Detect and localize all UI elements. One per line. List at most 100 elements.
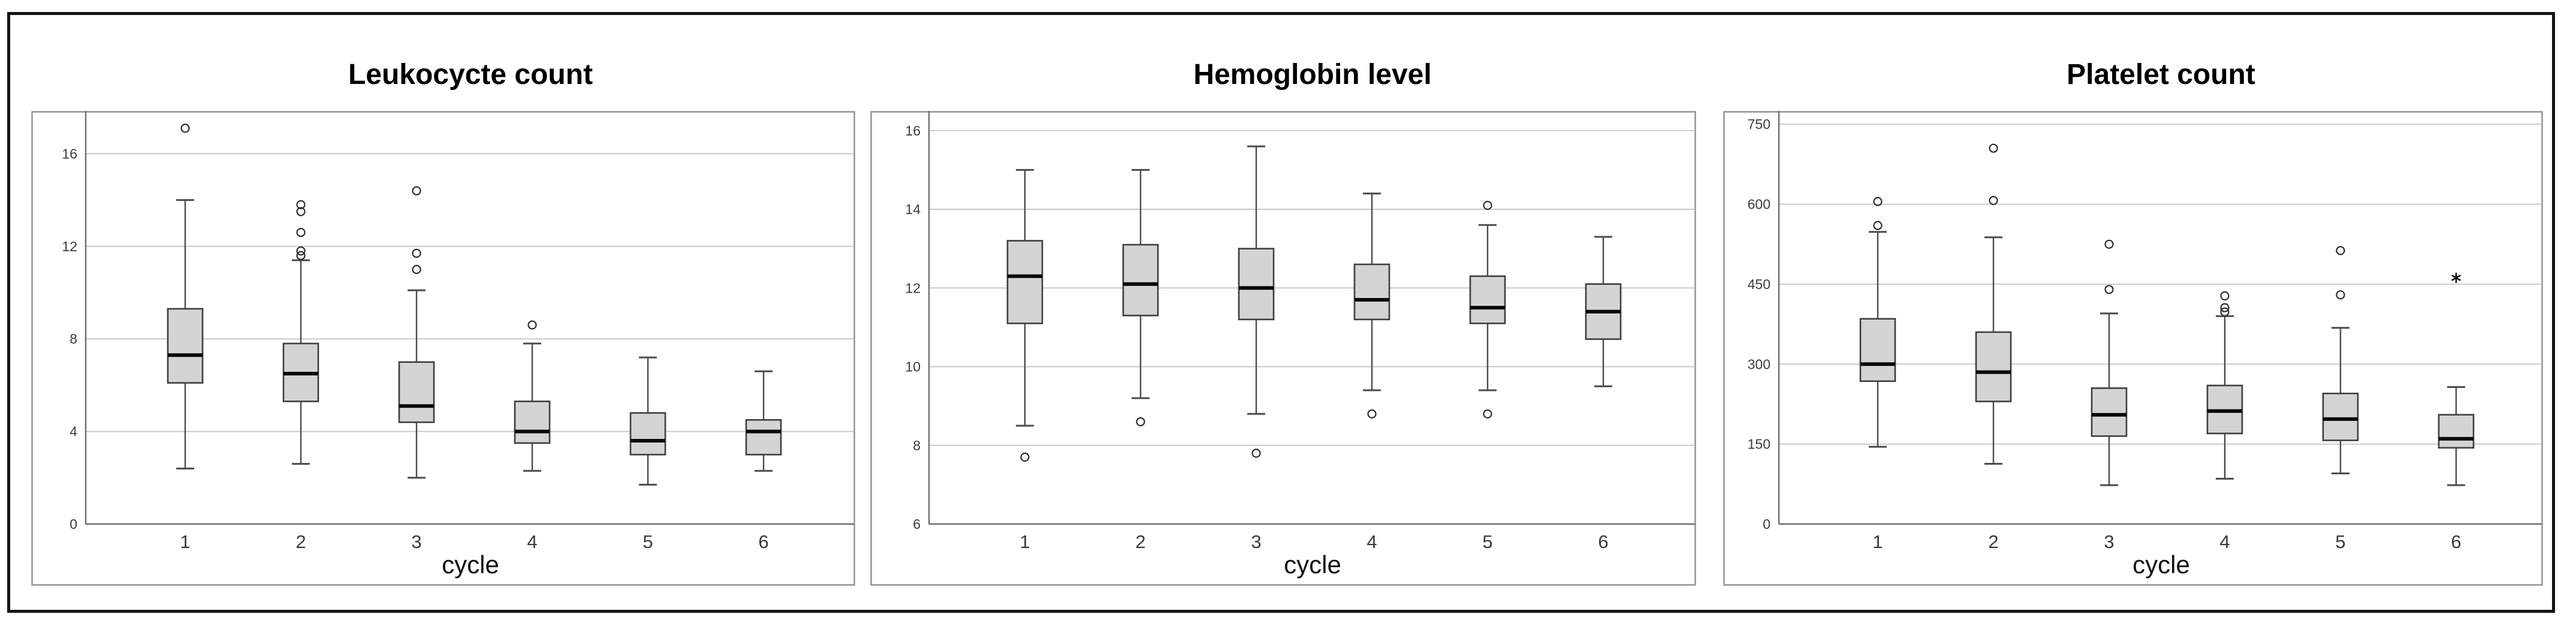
iqr-box: [167, 308, 204, 384]
y-tick-label: 16: [62, 146, 77, 161]
outlier-circle-icon: [296, 207, 306, 216]
chart-title-leukocyte: Leukocycte count: [348, 59, 593, 91]
iqr-box: [2438, 414, 2475, 449]
boxplot-cycle-3: [1238, 145, 1275, 458]
iqr-box: [745, 419, 782, 456]
x-tick-label: 4: [2219, 531, 2230, 552]
iqr-box: [2322, 392, 2359, 441]
x-tick-label: 3: [1251, 531, 1261, 552]
y-tick-label: 12: [62, 239, 77, 254]
iqr-box: [1859, 318, 1896, 383]
outlier-circle-icon: [412, 248, 421, 258]
iqr-box: [629, 412, 666, 456]
y-tick-label: 750: [1748, 116, 1770, 132]
x-tick-label: 5: [1482, 531, 1492, 552]
boxplot-cycle-1: [1006, 168, 1043, 462]
y-tick-label: 300: [1748, 356, 1770, 372]
outlier-circle-icon: [412, 186, 421, 195]
outlier-circle-icon: [1873, 221, 1883, 230]
y-tick-label: 8: [913, 438, 921, 453]
outlier-circle-icon: [1136, 417, 1145, 427]
outlier-circle-icon: [1483, 409, 1492, 419]
boxplot-cycle-2: [1975, 143, 2012, 465]
panel-frame: [31, 111, 855, 586]
y-tick-label: 8: [70, 331, 77, 347]
iqr-box: [514, 401, 551, 444]
iqr-box: [1122, 243, 1159, 317]
boxplot-cycle-2: [1122, 168, 1159, 427]
outlier-circle-icon: [296, 251, 306, 260]
x-tick-label: 4: [527, 531, 537, 552]
iqr-box: [2091, 387, 2128, 437]
y-tick-label: 16: [905, 123, 921, 139]
boxplot-cycle-4: [2206, 291, 2243, 480]
x-tick-label: 5: [2335, 531, 2345, 552]
outlier-circle-icon: [1989, 143, 1998, 153]
outlier-circle-icon: [296, 200, 306, 209]
boxplot-cycle-6: [745, 370, 782, 472]
boxplot-cycle-6: [1585, 236, 1622, 387]
y-tick-label: 4: [70, 424, 77, 440]
y-tick-label: 450: [1748, 276, 1770, 292]
outlier-circle-icon: [412, 264, 421, 274]
outlier-circle-icon: [527, 320, 537, 330]
outlier-circle-icon: [1251, 449, 1261, 458]
iqr-box: [1006, 240, 1043, 324]
y-tick-label: 14: [905, 201, 921, 217]
iqr-box: [1975, 331, 2012, 402]
outlier-circle-icon: [1873, 197, 1883, 206]
x-tick-label: 6: [758, 531, 768, 552]
boxplot-cycle-6: [2438, 272, 2475, 486]
outlier-circle-icon: [2220, 303, 2230, 312]
outlier-circle-icon: [1483, 200, 1492, 210]
x-tick-label: 6: [1598, 531, 1608, 552]
y-tick-label: 150: [1748, 437, 1770, 452]
y-tick-label: 0: [70, 516, 77, 532]
boxplot-cycle-5: [1469, 200, 1506, 419]
y-tick-label: 10: [905, 359, 921, 375]
y-tick-label: 6: [913, 516, 921, 532]
y-tick-label: 12: [905, 280, 921, 296]
boxplot-cycle-3: [398, 186, 435, 479]
x-tick-label: 1: [1019, 531, 1030, 552]
y-tick-label: 600: [1748, 197, 1770, 212]
x-tick-label: 2: [295, 531, 306, 552]
x-axis-title: cycle: [442, 550, 499, 579]
boxplot-cycle-1: [167, 124, 204, 469]
figure-border: [7, 12, 2555, 613]
outlier-circle-icon: [296, 228, 306, 237]
x-tick-label: 2: [1988, 531, 1998, 552]
outlier-circle-icon: [2336, 290, 2345, 300]
outlier-circle-icon: [2220, 307, 2230, 317]
boxplot-cycle-2: [282, 200, 319, 465]
boxplot-cycle-5: [629, 356, 666, 486]
panel-frame: [1723, 111, 2543, 586]
x-tick-label: 3: [2104, 531, 2114, 552]
panel-frame: [870, 111, 1696, 586]
outlier-circle-icon: [180, 124, 190, 133]
x-tick-label: 6: [2451, 531, 2461, 552]
x-tick-label: 1: [1872, 531, 1883, 552]
boxplot-cycle-3: [2091, 239, 2128, 486]
x-tick-label: 5: [643, 531, 653, 552]
iqr-box: [398, 361, 435, 423]
boxplot-cycle-4: [514, 320, 551, 472]
boxplot-panel-platelet: 0 150 300 450 600 750 1 2 3 4 5 6 cycle: [1723, 111, 2543, 586]
outlier-circle-icon: [2220, 291, 2230, 301]
outlier-circle-icon: [2104, 239, 2114, 249]
boxplot-cycle-4: [1353, 192, 1390, 419]
outlier-circle-icon: [1989, 195, 1998, 205]
iqr-box: [1469, 275, 1506, 324]
chart-title-platelet: Platelet count: [2067, 59, 2255, 91]
boxplot-cycle-5: [2322, 246, 2359, 474]
iqr-box: [1353, 263, 1390, 321]
x-tick-label: 3: [411, 531, 421, 552]
x-axis-title: cycle: [1284, 550, 1341, 579]
chart-title-hemoglobin: Hemoglobin level: [1193, 59, 1432, 91]
x-tick-label: 1: [180, 531, 190, 552]
boxplot-cycle-1: [1859, 197, 1896, 448]
y-tick-label: 0: [1763, 516, 1770, 532]
outlier-circle-icon: [2104, 285, 2114, 294]
